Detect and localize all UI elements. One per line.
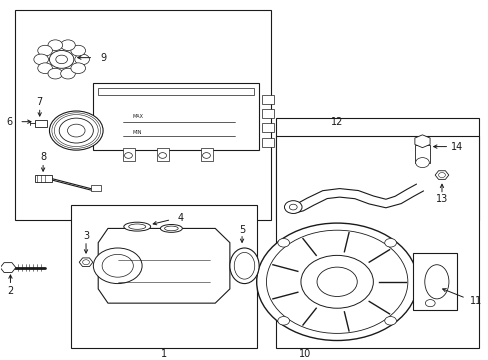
Bar bbox=[98, 88, 254, 95]
Bar bbox=[412, 253, 456, 310]
Circle shape bbox=[41, 45, 82, 75]
Text: 14: 14 bbox=[449, 141, 462, 152]
Circle shape bbox=[67, 124, 85, 137]
Text: 1: 1 bbox=[161, 349, 167, 359]
Circle shape bbox=[256, 223, 417, 341]
Circle shape bbox=[300, 255, 372, 308]
Ellipse shape bbox=[234, 252, 254, 279]
Circle shape bbox=[48, 40, 62, 50]
Circle shape bbox=[384, 239, 396, 247]
Bar bbox=[276, 136, 478, 348]
Circle shape bbox=[38, 45, 52, 56]
Bar bbox=[71, 205, 256, 348]
Circle shape bbox=[284, 201, 302, 213]
Ellipse shape bbox=[424, 265, 448, 299]
Circle shape bbox=[59, 118, 93, 143]
Text: MIN: MIN bbox=[132, 130, 142, 135]
Circle shape bbox=[75, 54, 89, 65]
Circle shape bbox=[49, 50, 74, 68]
Circle shape bbox=[384, 316, 396, 325]
Bar bbox=[276, 118, 478, 220]
Ellipse shape bbox=[128, 224, 145, 229]
Circle shape bbox=[266, 230, 407, 333]
Ellipse shape bbox=[164, 226, 178, 231]
Circle shape bbox=[415, 158, 428, 167]
Bar bbox=[122, 148, 135, 161]
Text: 12: 12 bbox=[330, 117, 343, 127]
Polygon shape bbox=[98, 229, 229, 303]
Bar bbox=[35, 175, 52, 182]
Text: 2: 2 bbox=[7, 286, 14, 296]
Text: 5: 5 bbox=[239, 225, 244, 235]
Circle shape bbox=[102, 255, 133, 277]
Text: 13: 13 bbox=[435, 194, 447, 204]
Text: 7: 7 bbox=[37, 97, 43, 107]
Circle shape bbox=[49, 111, 103, 150]
Bar bbox=[157, 148, 168, 161]
Circle shape bbox=[93, 248, 142, 284]
Ellipse shape bbox=[123, 222, 150, 231]
Bar bbox=[91, 185, 101, 191]
Circle shape bbox=[82, 260, 89, 265]
Circle shape bbox=[277, 316, 289, 325]
Circle shape bbox=[61, 68, 75, 79]
Circle shape bbox=[289, 204, 297, 210]
Circle shape bbox=[34, 54, 48, 65]
Circle shape bbox=[71, 45, 85, 56]
Bar bbox=[261, 95, 273, 104]
Bar bbox=[93, 82, 259, 150]
Bar bbox=[261, 138, 273, 147]
Bar bbox=[200, 148, 212, 161]
Circle shape bbox=[56, 55, 67, 64]
Text: 4: 4 bbox=[178, 213, 184, 223]
Circle shape bbox=[124, 153, 132, 158]
Text: 10: 10 bbox=[299, 349, 311, 359]
Bar bbox=[15, 10, 271, 220]
Text: 6: 6 bbox=[6, 117, 13, 127]
Circle shape bbox=[48, 68, 62, 79]
Text: 3: 3 bbox=[83, 230, 89, 240]
Circle shape bbox=[316, 267, 357, 297]
Circle shape bbox=[202, 153, 210, 158]
Circle shape bbox=[158, 153, 166, 158]
Text: 9: 9 bbox=[100, 53, 106, 63]
Text: 11: 11 bbox=[468, 296, 481, 306]
Circle shape bbox=[277, 239, 289, 247]
Bar bbox=[261, 109, 273, 118]
Bar bbox=[414, 145, 429, 163]
Circle shape bbox=[425, 300, 434, 307]
Bar bbox=[261, 123, 273, 132]
Circle shape bbox=[61, 40, 75, 50]
Text: 8: 8 bbox=[40, 152, 46, 162]
Bar bbox=[35, 120, 47, 127]
Ellipse shape bbox=[229, 248, 259, 284]
Circle shape bbox=[38, 63, 52, 73]
Text: MAX: MAX bbox=[132, 114, 143, 119]
Ellipse shape bbox=[160, 225, 182, 232]
Circle shape bbox=[71, 63, 85, 73]
Circle shape bbox=[438, 172, 445, 177]
